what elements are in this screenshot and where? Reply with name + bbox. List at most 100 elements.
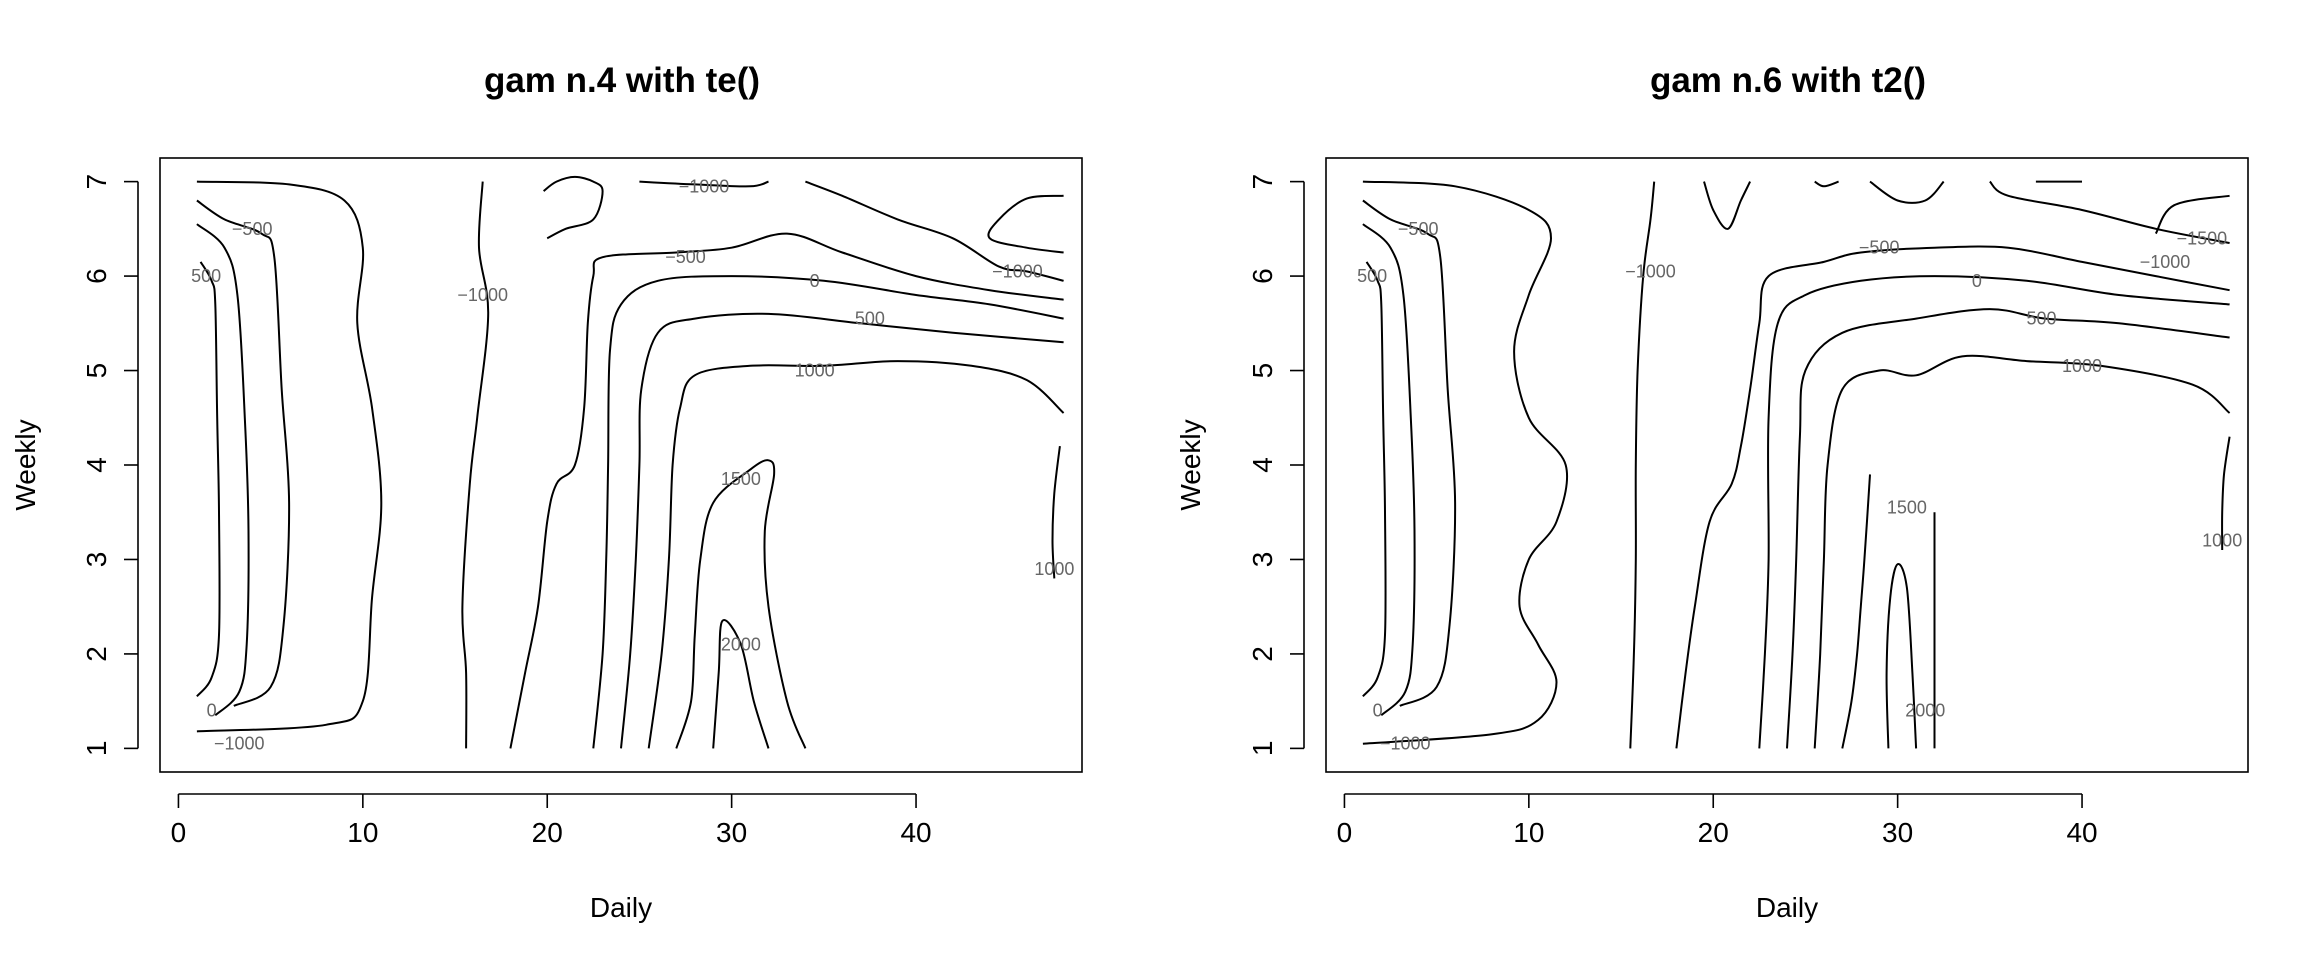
contour-label: −500 <box>232 219 273 239</box>
contour-label: 2000 <box>1905 701 1945 721</box>
contour-label: −1000 <box>214 734 265 754</box>
contour-line <box>987 194 1064 254</box>
x-axis: 0 10 20 30 40 <box>1337 793 2098 848</box>
contour-label: 1500 <box>721 469 761 489</box>
x-tick-label: 10 <box>1513 817 1544 848</box>
x-tick-label: 40 <box>2066 817 2097 848</box>
contour-line <box>196 223 250 717</box>
contour-label: 500 <box>191 266 221 286</box>
contour-line <box>461 181 490 749</box>
contour-label: −1500 <box>2177 228 2228 248</box>
contour-line <box>712 618 770 749</box>
contour-label: −500 <box>665 247 706 267</box>
contour-line <box>1813 354 2231 749</box>
y-tick-label: 6 <box>81 268 112 284</box>
x-tick-label: 0 <box>171 817 187 848</box>
contour-label: −1000 <box>1380 734 1431 754</box>
y-tick-label: 4 <box>1247 457 1278 473</box>
contour-label: 0 <box>207 701 217 721</box>
contour-label: 500 <box>855 309 885 329</box>
contour-line <box>1675 245 2230 749</box>
chart-title: gam n.6 with t2() <box>1650 61 1926 100</box>
contour-line <box>2154 194 2230 235</box>
contour-label: 2000 <box>721 634 761 654</box>
contour-label: 1000 <box>1034 559 1074 579</box>
contour-label: −1000 <box>457 285 508 305</box>
x-tick-label: 30 <box>716 817 747 848</box>
x-tick-label: 20 <box>1698 817 1729 848</box>
chart-title: gam n.4 with te() <box>484 61 760 100</box>
contour-labels: −500 500 0 −1000 −1000 −1000 −500 0 500 1000 1500 2… <box>191 176 1074 753</box>
y-tick-label: 1 <box>81 741 112 757</box>
contour-lines <box>196 175 1065 749</box>
y-tick-label: 7 <box>1247 174 1278 190</box>
plot-area <box>1325 157 2249 773</box>
contour-line <box>1989 180 2230 244</box>
contour-label: 1500 <box>1887 498 1927 518</box>
contour-line <box>1814 180 1839 188</box>
contour-label: −1000 <box>679 176 730 196</box>
y-tick-label: 5 <box>81 363 112 379</box>
contour-line <box>509 232 1064 749</box>
contour-line <box>1869 180 1945 204</box>
contour-line <box>1362 261 1387 698</box>
y-tick-label: 3 <box>1247 552 1278 568</box>
x-axis-label: Daily <box>590 892 652 923</box>
y-tick-label: 2 <box>81 646 112 662</box>
contour-line <box>620 312 1064 749</box>
x-axis: 0 10 20 30 40 <box>171 793 932 848</box>
contour-line <box>1362 199 1457 707</box>
contour-line <box>2221 436 2231 551</box>
x-tick-label: 40 <box>900 817 931 848</box>
contour-label: −1000 <box>992 261 1043 281</box>
y-axis-label: Weekly <box>10 419 41 510</box>
y-tick-label: 4 <box>81 457 112 473</box>
contour-label: 1000 <box>795 361 835 381</box>
contour-line <box>1841 474 1871 749</box>
contour-line <box>1362 223 1416 717</box>
x-tick-label: 10 <box>347 817 378 848</box>
contour-label: 0 <box>810 271 820 291</box>
contour-label: −1000 <box>1625 261 1676 281</box>
contour-line <box>1629 181 1656 749</box>
contour-line <box>1758 275 2230 749</box>
contour-label: 500 <box>1357 266 1387 286</box>
contour-label: 1000 <box>2062 356 2102 376</box>
y-tick-label: 7 <box>81 174 112 190</box>
contour-line <box>1885 563 1918 749</box>
contour-label: 500 <box>2026 309 2056 329</box>
y-tick-label: 3 <box>81 552 112 568</box>
y-tick-label: 5 <box>1247 363 1278 379</box>
contour-labels: −500 500 0 −1000 −1000 −500 0 500 1000 −1000 −1500… <box>1357 219 2242 754</box>
contour-line <box>196 199 291 707</box>
contour-line <box>592 275 1064 749</box>
y-axis-label: Weekly <box>1175 419 1206 510</box>
contour-line <box>1051 445 1061 579</box>
y-tick-label: 6 <box>1247 268 1278 284</box>
x-axis-label: Daily <box>1756 892 1818 923</box>
plot-area <box>159 157 1083 773</box>
contour-label: 0 <box>1972 271 1982 291</box>
contour-label: 1000 <box>2202 531 2242 551</box>
x-tick-label: 20 <box>532 817 563 848</box>
contour-label: −1000 <box>2140 252 2191 272</box>
contour-line <box>196 261 221 698</box>
contour-line <box>542 175 604 240</box>
panel-te: gam n.4 with te() −5005000−1000−1000−100… <box>10 61 1083 923</box>
contour-line <box>639 180 769 188</box>
contour-label: −500 <box>1859 238 1900 258</box>
panel-t2: gam n.6 with t2() −5005000−1000−1000−500… <box>1175 61 2249 923</box>
contour-line <box>805 180 1064 282</box>
x-tick-label: 30 <box>1882 817 1913 848</box>
x-tick-label: 0 <box>1337 817 1353 848</box>
contour-line <box>196 180 383 733</box>
y-axis: 1 2 3 4 5 6 7 <box>1247 174 1305 757</box>
contour-label: 0 <box>1373 701 1383 721</box>
y-tick-label: 1 <box>1247 741 1278 757</box>
contour-label: −500 <box>1398 219 1439 239</box>
contour-lines <box>1362 180 2231 749</box>
contour-line <box>1703 181 1752 230</box>
contour-line <box>1786 308 2230 749</box>
y-axis: 1 2 3 4 5 6 7 <box>81 174 139 757</box>
